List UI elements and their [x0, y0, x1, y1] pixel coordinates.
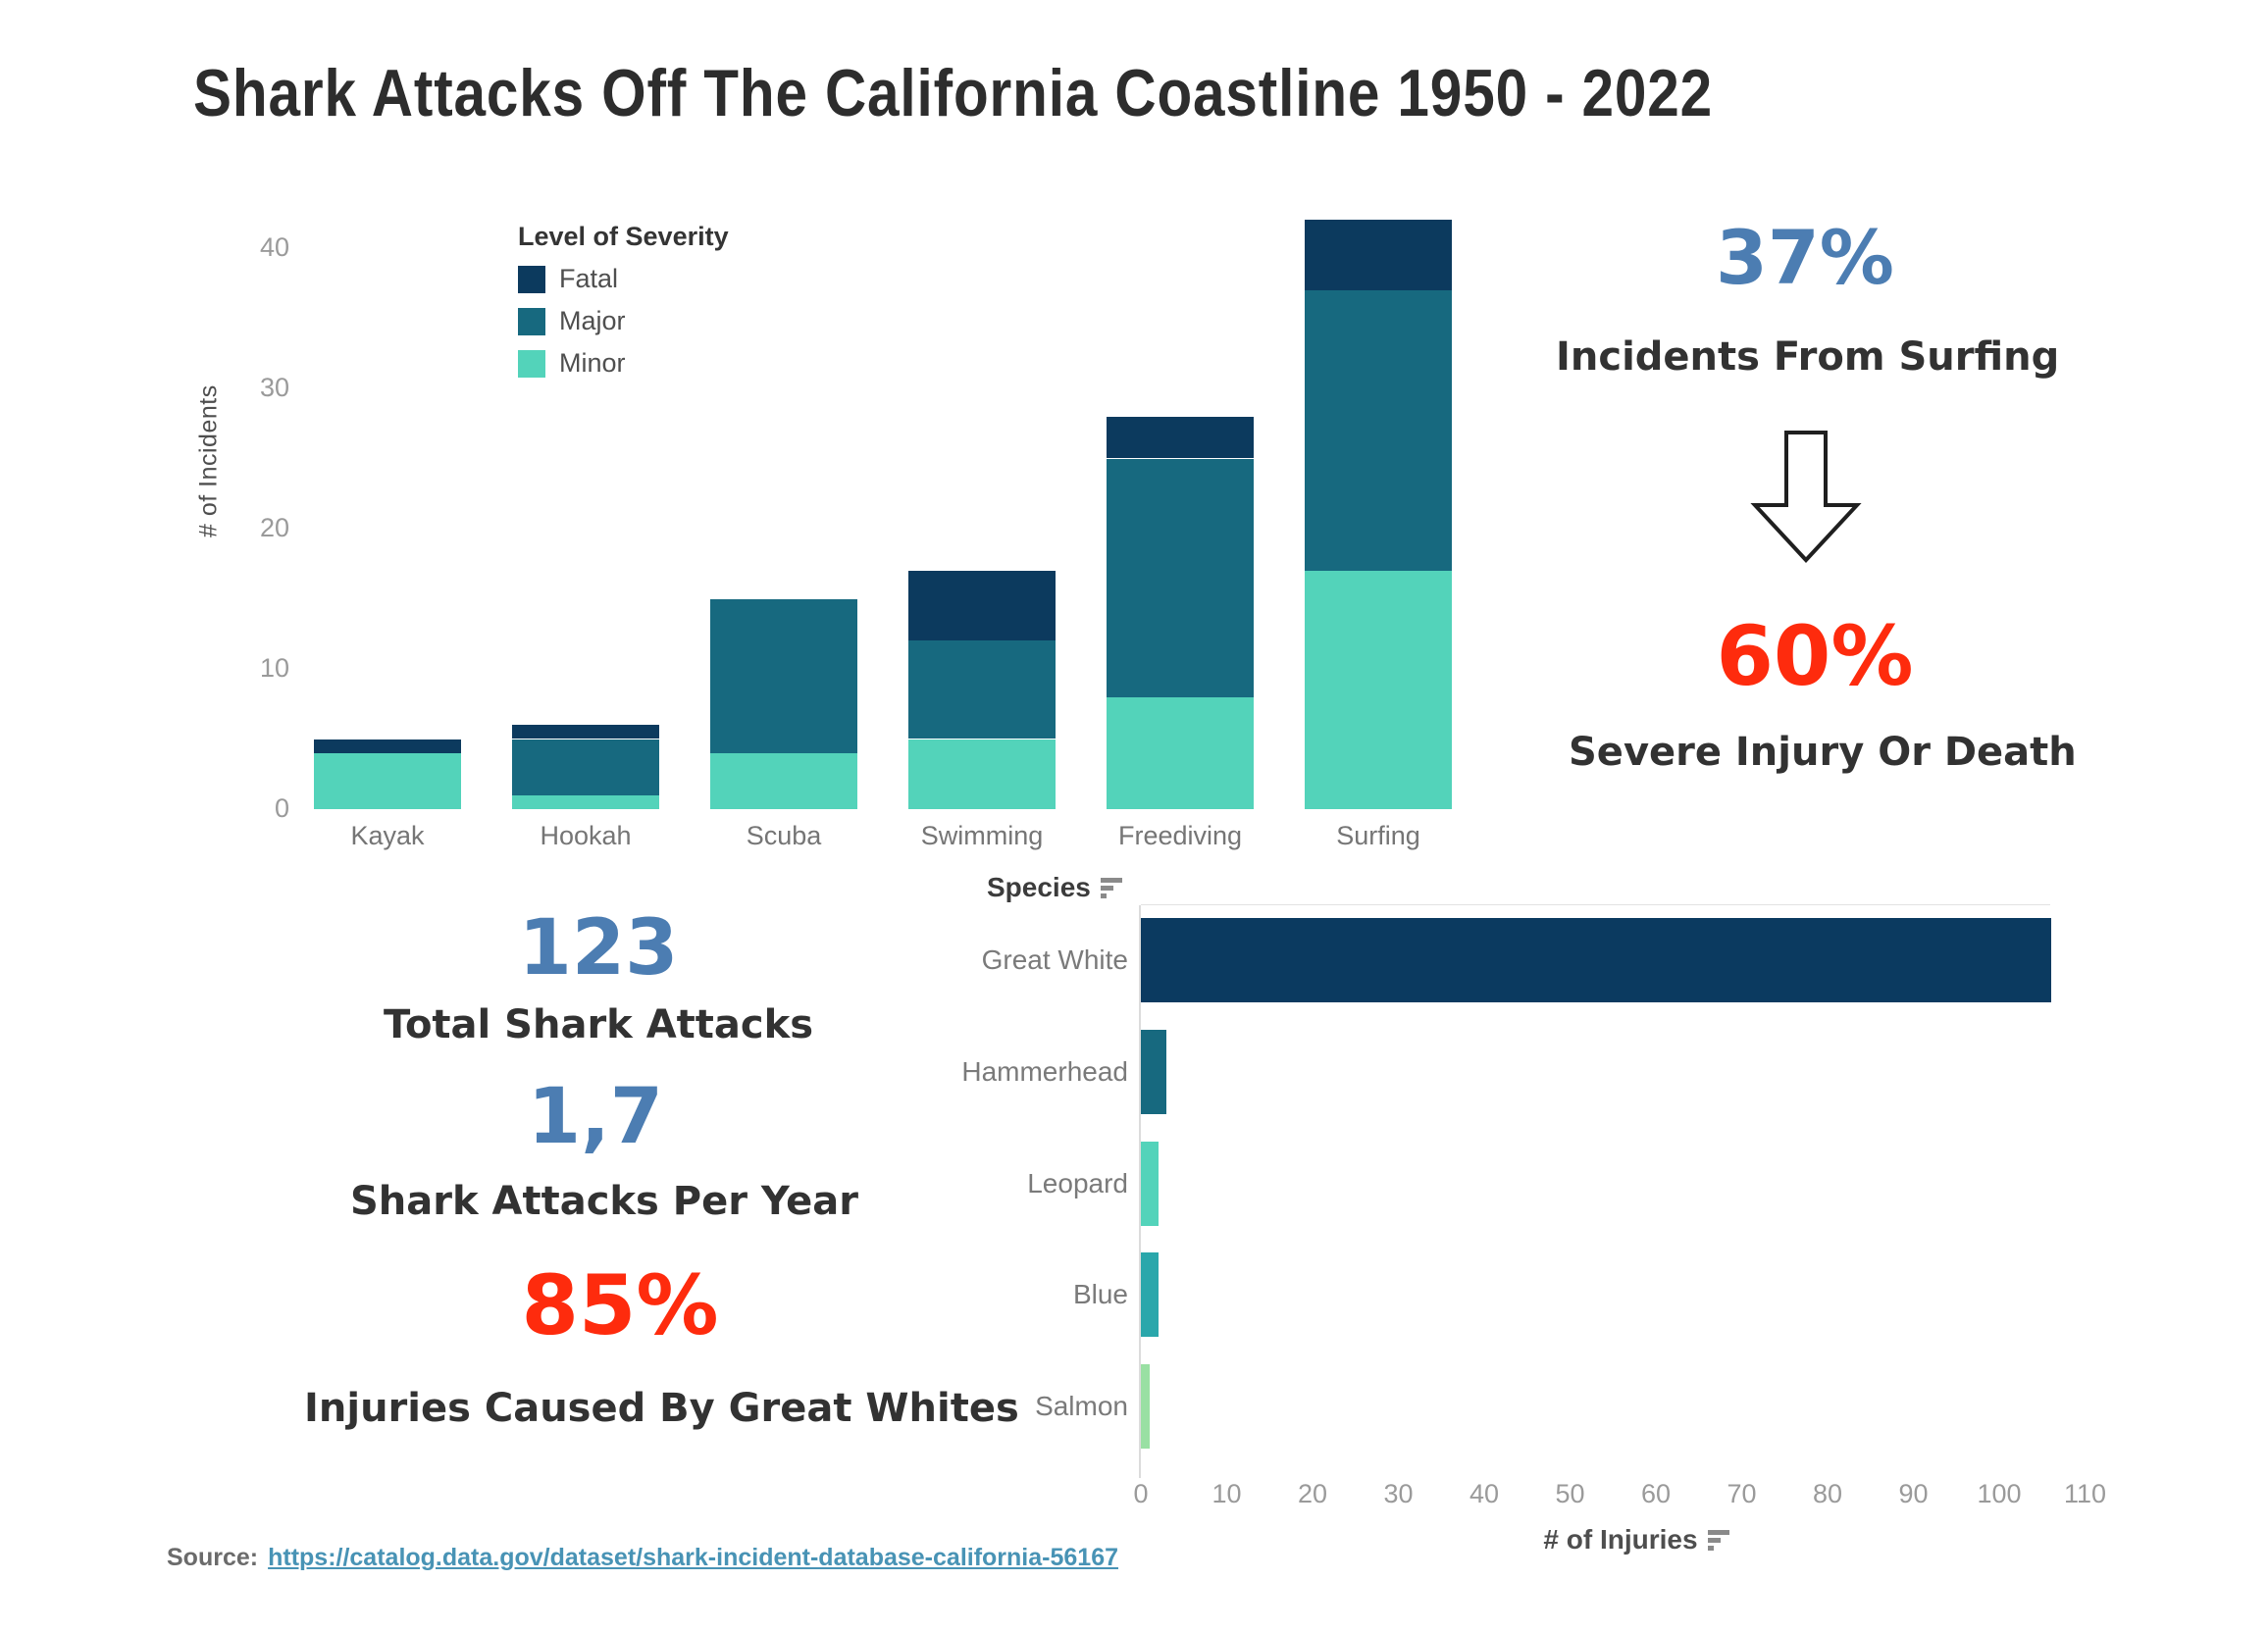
- x-tick-110: 110: [2063, 1479, 2107, 1508]
- x-tick-80: 80: [1812, 1479, 1843, 1508]
- bar-segment-major-hookah[interactable]: [512, 739, 659, 795]
- stat-total-attacks-label: Total Shark Attacks: [383, 1002, 814, 1047]
- stat-great-white-pct-value: 85%: [521, 1257, 719, 1353]
- bar-salmon[interactable]: [1141, 1364, 1150, 1449]
- species-label-blue: Blue: [1072, 1279, 1128, 1309]
- species-header-label: Species: [987, 872, 1091, 902]
- bar-segment-major-swimming[interactable]: [908, 640, 1056, 740]
- legend-item-minor[interactable]: Minor: [518, 348, 729, 379]
- x-tick-90: 90: [1898, 1479, 1929, 1508]
- species-label-leopard: Leopard: [1027, 1168, 1128, 1198]
- bar-segment-minor-surfing[interactable]: [1305, 570, 1452, 809]
- legend-swatch-major: [518, 307, 545, 335]
- bar-segment-fatal-freediving[interactable]: [1107, 416, 1254, 459]
- bar-hammerhead[interactable]: [1141, 1030, 1167, 1114]
- stat-great-white-pct-label: Injuries Caused By Great Whites: [304, 1386, 1019, 1431]
- x-axis-label-kayak: Kayak: [350, 821, 425, 850]
- bar-segment-minor-kayak[interactable]: [314, 752, 461, 809]
- y-tick-10: 10: [259, 653, 289, 683]
- legend-items: Fatal Major Minor: [518, 264, 729, 379]
- stat-surfing-pct-value: 37%: [1716, 214, 1894, 301]
- legend-label-fatal: Fatal: [559, 264, 619, 293]
- bar-segment-fatal-kayak[interactable]: [314, 739, 461, 753]
- x-tick-0: 0: [1133, 1479, 1149, 1508]
- sort-descending-icon[interactable]: [1100, 877, 1126, 898]
- x-tick-10: 10: [1211, 1479, 1242, 1508]
- injuries-x-axis-title: # of Injuries: [1452, 1524, 1825, 1556]
- bar-segment-minor-swimming[interactable]: [908, 739, 1056, 809]
- legend-label-minor: Minor: [559, 348, 626, 378]
- stat-total-attacks-value: 123: [518, 904, 679, 993]
- severity-legend: Level of Severity Fatal Major Minor: [518, 222, 729, 379]
- bar-segment-major-freediving[interactable]: [1107, 458, 1254, 697]
- species-label-salmon: Salmon: [1035, 1391, 1128, 1421]
- x-axis-label-swimming: Swimming: [920, 821, 1044, 850]
- injuries-x-axis-label: # of Injuries: [1543, 1524, 1698, 1555]
- down-arrow-icon: [1745, 429, 1867, 566]
- x-tick-100: 100: [1977, 1479, 2022, 1508]
- legend-swatch-fatal: [518, 265, 545, 293]
- x-axis-label-freediving: Freediving: [1117, 821, 1243, 850]
- bar-segment-minor-hookah[interactable]: [512, 794, 659, 809]
- x-axis-label-hookah: Hookah: [540, 821, 632, 850]
- stat-surfing-pct-label: Incidents From Surfing: [1556, 334, 2060, 380]
- bar-blue[interactable]: [1141, 1252, 1159, 1337]
- bar-segment-fatal-hookah[interactable]: [512, 725, 659, 740]
- species-column-header: Species: [987, 872, 1126, 903]
- stat-severe-pct-label: Severe Injury Or Death: [1569, 730, 2077, 775]
- x-axis-label-surfing: Surfing: [1336, 821, 1420, 850]
- species-label-hammerhead: Hammerhead: [961, 1056, 1128, 1087]
- y-tick-40: 40: [259, 232, 289, 262]
- species-pane-divider: [1141, 904, 2050, 905]
- stat-attacks-per-year-value: 1,7: [527, 1073, 664, 1161]
- bar-segment-minor-scuba[interactable]: [710, 752, 857, 809]
- incidents-y-axis-title: # of Incidents: [194, 384, 223, 537]
- source-link[interactable]: https://catalog.data.gov/dataset/shark-i…: [268, 1544, 1119, 1571]
- species-axis-line: [1139, 905, 1141, 1478]
- x-axis-label-scuba: Scuba: [746, 821, 822, 850]
- legend-title: Level of Severity: [518, 222, 729, 251]
- bar-leopard[interactable]: [1141, 1142, 1159, 1226]
- y-tick-0: 0: [274, 793, 289, 823]
- source-line: Source: https://catalog.data.gov/dataset/…: [167, 1544, 1118, 1572]
- bar-segment-major-scuba[interactable]: [710, 598, 857, 753]
- bar-segment-fatal-swimming[interactable]: [908, 570, 1056, 641]
- legend-item-major[interactable]: Major: [518, 306, 729, 336]
- stat-attacks-per-year-label: Shark Attacks Per Year: [350, 1179, 859, 1224]
- bar-segment-fatal-surfing[interactable]: [1305, 220, 1452, 290]
- x-tick-20: 20: [1297, 1479, 1328, 1508]
- species-label-great-white: Great White: [981, 944, 1128, 975]
- bar-segment-major-surfing[interactable]: [1305, 289, 1452, 571]
- legend-item-fatal[interactable]: Fatal: [518, 264, 729, 294]
- page-title: Shark Attacks Off The California Coastli…: [193, 56, 1714, 130]
- y-tick-30: 30: [259, 373, 289, 402]
- source-label: Source:: [167, 1544, 259, 1571]
- x-tick-40: 40: [1469, 1479, 1500, 1508]
- y-tick-20: 20: [259, 513, 289, 542]
- sort-descending-icon[interactable]: [1707, 1529, 1733, 1551]
- x-tick-70: 70: [1727, 1479, 1757, 1508]
- bar-great-white[interactable]: [1141, 918, 2051, 1002]
- stat-severe-pct-value: 60%: [1716, 608, 1914, 704]
- x-tick-30: 30: [1383, 1479, 1414, 1508]
- bar-segment-minor-freediving[interactable]: [1107, 696, 1254, 809]
- x-tick-60: 60: [1640, 1479, 1672, 1508]
- x-tick-50: 50: [1555, 1479, 1585, 1508]
- legend-label-major: Major: [559, 306, 626, 335]
- legend-swatch-minor: [518, 349, 545, 378]
